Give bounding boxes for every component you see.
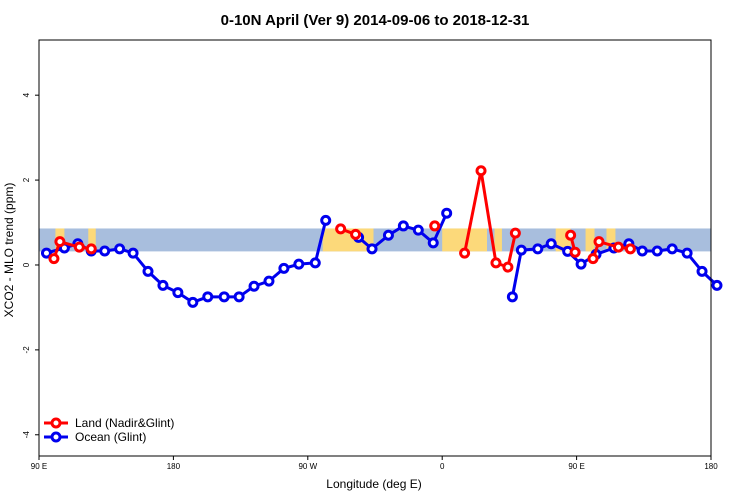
land-data-point xyxy=(624,243,636,255)
land-data-point xyxy=(459,247,471,259)
land-data-point xyxy=(429,220,441,232)
ocean-data-point xyxy=(263,275,275,287)
land-data-point xyxy=(48,253,60,265)
legend: Land (Nadir&Glint) Ocean (Glint) xyxy=(44,416,174,444)
ocean-data-point xyxy=(515,244,527,256)
land-data-point xyxy=(85,243,97,255)
y-tick-label: 2 xyxy=(22,177,31,182)
legend-ocean-marker xyxy=(50,431,62,443)
ocean-data-point xyxy=(218,291,230,303)
x-tick-label: 180 xyxy=(167,462,181,471)
ocean-data-point xyxy=(366,243,378,255)
ocean-data-point xyxy=(506,291,518,303)
ocean-data-point xyxy=(427,237,439,249)
land-data-point xyxy=(54,236,66,248)
x-tick-label: 180 xyxy=(704,462,718,471)
land-data-point xyxy=(565,229,577,241)
ocean-data-point xyxy=(320,214,332,226)
land-data-point xyxy=(502,261,514,273)
land-data-point xyxy=(490,257,502,269)
land-data-point xyxy=(569,246,581,258)
ocean-data-point xyxy=(651,245,663,257)
ocean-data-point xyxy=(293,258,305,270)
land-series-line xyxy=(463,169,517,269)
land-data-point xyxy=(587,253,599,265)
ocean-data-point xyxy=(681,247,693,259)
axes: 90 E 180 90 W 0 90 E 180 -4 -2 0 2 4 xyxy=(22,92,718,471)
land-data-point xyxy=(475,165,487,177)
ocean-data-point xyxy=(202,291,214,303)
x-axis-label: Longitude (deg E) xyxy=(326,477,421,491)
x-tick-label: 0 xyxy=(440,462,445,471)
y-tick-label: 0 xyxy=(22,262,31,267)
ocean-data-point xyxy=(711,279,723,291)
land-region xyxy=(88,228,96,252)
x-tick-label: 90 E xyxy=(568,462,584,471)
ocean-data-point xyxy=(187,296,199,308)
land-data-point xyxy=(593,236,605,248)
ocean-data-point xyxy=(666,243,678,255)
y-tick-label: 4 xyxy=(22,92,31,97)
ocean-data-point xyxy=(233,291,245,303)
ocean-data-point xyxy=(575,258,587,270)
ocean-data-point xyxy=(412,224,424,236)
ocean-data-point xyxy=(278,262,290,274)
x-tick-label: 90 W xyxy=(298,462,317,471)
ocean-data-point xyxy=(114,243,126,255)
ocean-data-point xyxy=(248,280,260,292)
legend-ocean-label: Ocean (Glint) xyxy=(75,430,146,444)
land-region xyxy=(494,228,502,252)
land-data-point xyxy=(612,241,624,253)
ocean-data-point xyxy=(397,220,409,232)
land-series-line xyxy=(591,240,631,260)
land-region xyxy=(606,228,616,252)
series-layer xyxy=(40,165,723,308)
ocean-data-point xyxy=(545,238,557,250)
ocean-data-point xyxy=(309,257,321,269)
land-series-line xyxy=(52,240,92,260)
ocean-data-point xyxy=(532,243,544,255)
ocean-data-point xyxy=(172,287,184,299)
legend-land-marker xyxy=(50,417,62,429)
ocean-data-point xyxy=(157,279,169,291)
ocean-data-point xyxy=(382,229,394,241)
plot-frame xyxy=(38,39,712,457)
chart-title: 0-10N April (Ver 9) 2014-09-06 to 2018-1… xyxy=(221,12,530,29)
land-data-point xyxy=(73,241,85,253)
land-data-point xyxy=(335,223,347,235)
ocean-data-point xyxy=(441,207,453,219)
y-tick-label: -4 xyxy=(22,431,31,439)
y-axis-label: XCO2 - MLO trend (ppm) xyxy=(2,183,16,318)
ocean-data-point xyxy=(40,247,52,259)
ocean-data-point xyxy=(636,245,648,257)
land-data-point xyxy=(350,228,362,240)
legend-land-label: Land (Nadir&Glint) xyxy=(75,416,174,430)
ocean-data-point xyxy=(99,245,111,257)
land-region xyxy=(442,228,487,252)
ocean-data-point xyxy=(696,265,708,277)
x-tick-label: 90 E xyxy=(31,462,47,471)
land-region xyxy=(585,228,595,252)
y-tick-label: -2 xyxy=(22,346,31,354)
land-data-point xyxy=(509,227,521,239)
ocean-data-point xyxy=(142,265,154,277)
ocean-data-point xyxy=(127,247,139,259)
